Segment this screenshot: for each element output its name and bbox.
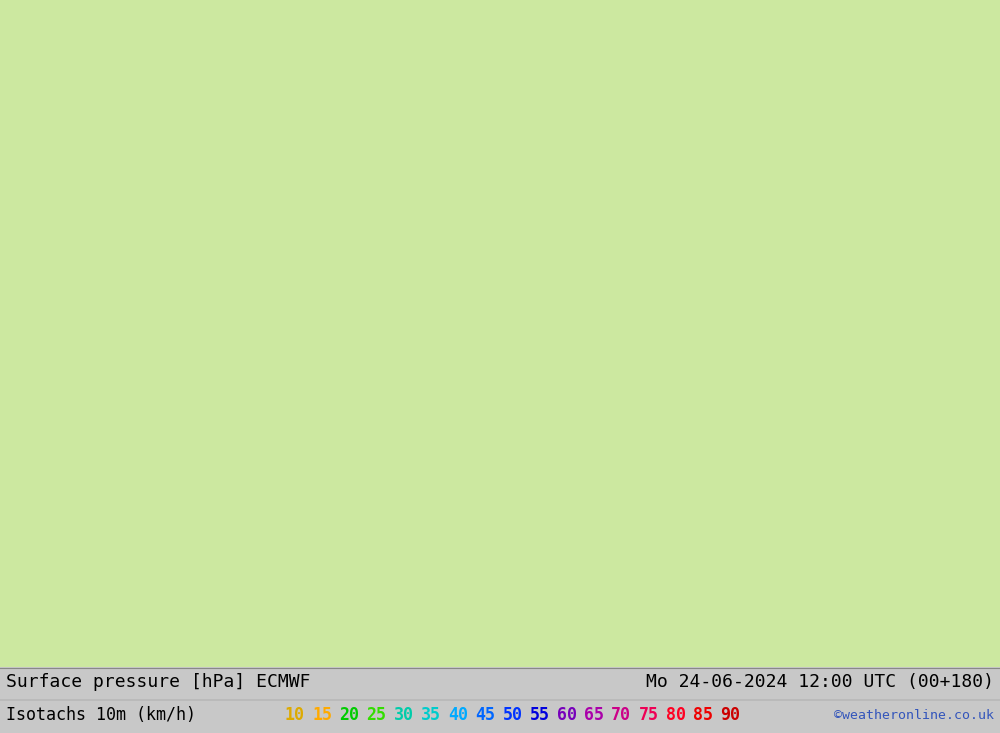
Text: 35: 35 [421,706,441,724]
Text: 85: 85 [693,706,713,724]
Text: 45: 45 [475,706,495,724]
Text: 40: 40 [448,706,468,724]
Text: 60: 60 [557,706,577,724]
Text: Surface pressure [hPa] ECMWF: Surface pressure [hPa] ECMWF [6,673,310,691]
Text: 15: 15 [312,706,332,724]
Text: 55: 55 [530,706,550,724]
Text: ©weatheronline.co.uk: ©weatheronline.co.uk [834,709,994,722]
Text: 25: 25 [367,706,387,724]
Text: Isotachs 10m (km/h): Isotachs 10m (km/h) [6,706,196,724]
Text: 70: 70 [611,706,631,724]
Text: 75: 75 [638,706,658,724]
Text: 10: 10 [285,706,305,724]
Text: 90: 90 [720,706,740,724]
Text: 80: 80 [666,706,686,724]
Text: 20: 20 [339,706,359,724]
Text: 50: 50 [503,706,522,724]
Text: 65: 65 [584,706,604,724]
Text: 30: 30 [394,706,414,724]
Text: Mo 24-06-2024 12:00 UTC (00+180): Mo 24-06-2024 12:00 UTC (00+180) [646,673,994,691]
